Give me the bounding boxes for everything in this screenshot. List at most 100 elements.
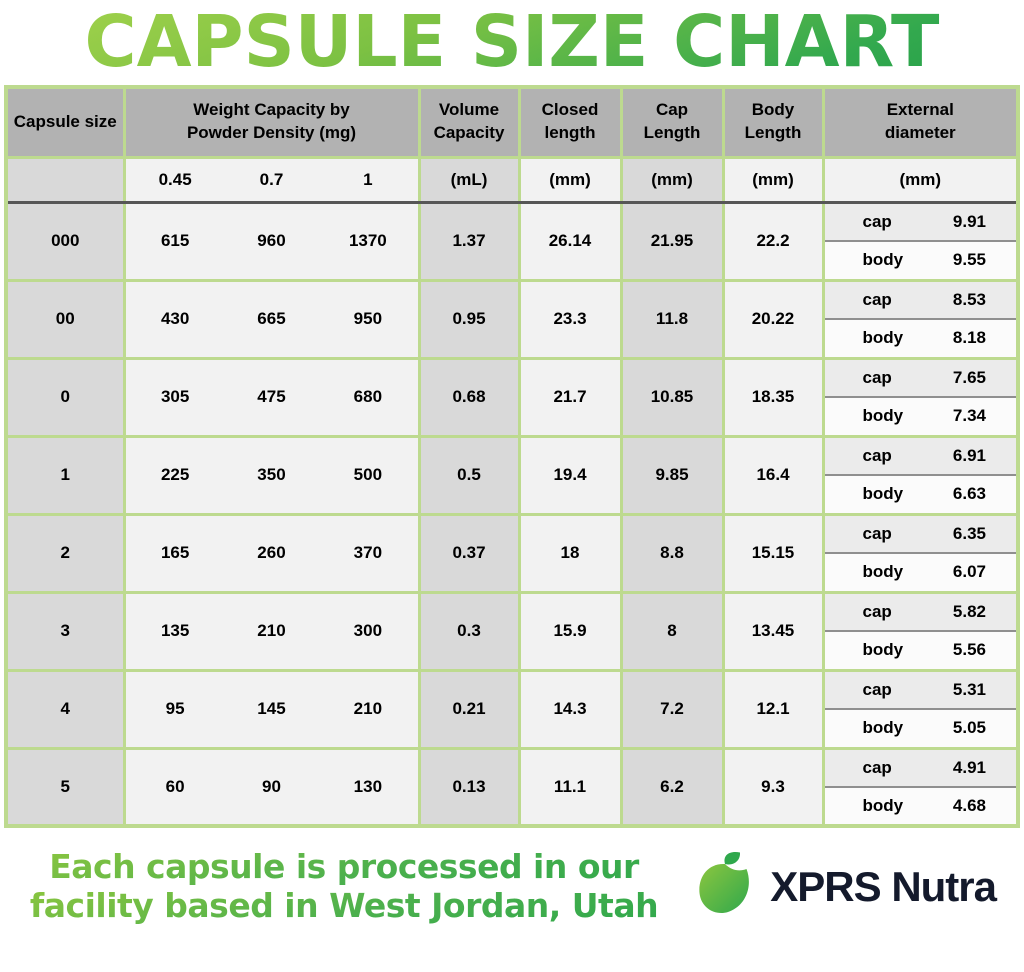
external-cap-label: cap [862, 523, 892, 543]
table-row: body 4.68 [6, 786, 1020, 828]
cell-volume-capacity: 0.95 [417, 278, 521, 360]
weight-value: 225 [160, 465, 190, 484]
external-cap-label: cap [862, 601, 892, 621]
cell-cap-length: 6.2 [619, 746, 725, 828]
table-subheader-row: 0.45 0.7 1 (mL) (mm) (mm) (mm) (mm) [4, 155, 1020, 204]
table-row: 5 60 90 130 0.13 11.1 6.2 9.3 cap 4.91 [4, 746, 1020, 828]
external-body-label: body [862, 484, 904, 504]
weight-value: 370 [353, 543, 383, 562]
cell-capsule-size: 2 [4, 512, 126, 594]
cell-closed-length: 18 [517, 512, 623, 594]
weight-value: 350 [257, 465, 286, 484]
cell-external-cap: cap 8.53 [821, 278, 1020, 320]
external-body-diameter: 5.05 [952, 718, 986, 738]
weight-value: 500 [353, 465, 383, 484]
cell-cap-length: 9.85 [619, 434, 725, 516]
cell-body-length: 20.22 [721, 278, 825, 360]
external-cap-diameter: 5.31 [952, 679, 986, 699]
density-045: 0.45 [158, 169, 192, 189]
cell-external-body: body 9.55 [821, 240, 1020, 282]
cell-weights: 615 960 1370 [122, 200, 421, 282]
weight-value: 95 [165, 699, 185, 718]
table-row: body 6.63 [6, 474, 1020, 516]
cell-body-length: 18.35 [721, 356, 825, 438]
tagline-line-2: facility based in West Jordan, Utah [24, 886, 664, 926]
cell-body-length: 22.2 [721, 200, 825, 282]
weight-value: 615 [160, 231, 190, 250]
weight-value: 665 [257, 309, 286, 328]
cell-weights: 225 350 500 [122, 434, 421, 516]
cell-capsule-size: 4 [4, 668, 126, 750]
cell-closed-length: 14.3 [517, 668, 623, 750]
cell-closed-length: 26.14 [517, 200, 623, 282]
external-cap-label: cap [862, 289, 892, 309]
tagline-line-1: Each capsule is processed in our [24, 847, 664, 887]
cell-weights: 305 475 680 [122, 356, 421, 438]
cell-body-length: 12.1 [721, 668, 825, 750]
weight-value: 90 [262, 776, 281, 796]
subheader-body-unit: (mm) [721, 155, 825, 204]
weight-value: 1370 [348, 231, 387, 250]
external-cap-diameter: 8.53 [952, 289, 986, 309]
subheader-cap-unit: (mm) [619, 155, 725, 204]
footer: Each capsule is processed in our facilit… [0, 847, 1024, 926]
subheader-densities: 0.45 0.7 1 [122, 155, 421, 204]
cell-body-length: 16.4 [721, 434, 825, 516]
cell-volume-capacity: 0.5 [417, 434, 521, 516]
cell-closed-length: 19.4 [517, 434, 623, 516]
cell-weights: 135 210 300 [122, 590, 421, 672]
external-body-diameter: 8.18 [952, 328, 986, 348]
header-capsule-size: Capsule size [4, 85, 126, 159]
brand-lockup: XPRS Nutra [688, 848, 997, 925]
weight-value: 950 [353, 309, 383, 328]
cell-external-cap: cap 4.91 [821, 746, 1020, 788]
cell-cap-length: 10.85 [619, 356, 725, 438]
cell-capsule-size: 0 [4, 356, 126, 438]
cell-external-body: body 6.63 [821, 474, 1020, 516]
weight-value: 210 [353, 699, 383, 718]
cell-external-cap: cap 9.91 [821, 200, 1020, 242]
external-cap-label: cap [862, 679, 892, 699]
cell-volume-capacity: 0.37 [417, 512, 521, 594]
capsule-size-table: Capsule size Weight Capacity by Powder D… [4, 85, 1020, 828]
cell-weights: 165 260 370 [122, 512, 421, 594]
header-weight-capacity: Weight Capacity by Powder Density (mg) [122, 85, 421, 159]
table-row: body 9.55 [6, 240, 1020, 282]
weight-value: 430 [160, 309, 190, 328]
cell-external-body: body 7.34 [821, 396, 1020, 438]
cell-closed-length: 23.3 [517, 278, 623, 360]
weight-value: 165 [160, 543, 190, 562]
cell-external-body: body 5.05 [821, 708, 1020, 750]
external-cap-diameter: 6.35 [952, 523, 986, 543]
subheader-volume-unit: (mL) [417, 155, 521, 204]
weight-value: 300 [353, 621, 383, 640]
cell-volume-capacity: 0.21 [417, 668, 521, 750]
cell-capsule-size: 3 [4, 590, 126, 672]
table-row: 1 225 350 500 0.5 19.4 9.85 16.4 cap 6.91 [4, 434, 1020, 516]
header-cap-length: Cap Length [619, 85, 725, 159]
table-row: body 8.18 [6, 318, 1020, 360]
header-body-length: Body Length [721, 85, 825, 159]
cell-external-body: body 4.68 [821, 786, 1020, 828]
cell-external-body: body 8.18 [821, 318, 1020, 360]
table-row: body 5.56 [6, 630, 1020, 672]
tagline: Each capsule is processed in our facilit… [24, 847, 664, 926]
subheader-closed-unit: (mm) [517, 155, 623, 204]
cell-cap-length: 8.8 [619, 512, 725, 594]
weight-value: 210 [257, 621, 286, 640]
weight-value: 130 [353, 776, 383, 796]
header-external-diameter: External diameter [821, 85, 1020, 159]
page-title: CAPSULE SIZE CHART [0, 6, 1024, 77]
external-body-diameter: 6.63 [952, 484, 986, 504]
cell-external-cap: cap 6.35 [821, 512, 1020, 554]
external-cap-label: cap [862, 367, 892, 387]
cell-volume-capacity: 0.3 [417, 590, 521, 672]
weight-value: 305 [160, 387, 190, 406]
external-cap-label: cap [862, 757, 892, 777]
weight-value: 475 [257, 387, 286, 406]
external-body-diameter: 9.55 [952, 250, 986, 270]
cell-weights: 430 665 950 [122, 278, 421, 360]
header-volume-capacity: Volume Capacity [417, 85, 521, 159]
cell-cap-length: 7.2 [619, 668, 725, 750]
density-07: 0.7 [259, 169, 284, 189]
